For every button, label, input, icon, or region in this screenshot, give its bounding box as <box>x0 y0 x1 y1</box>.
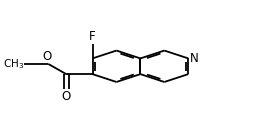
Text: CH$_3$: CH$_3$ <box>3 57 24 71</box>
Text: F: F <box>89 30 96 43</box>
Text: O: O <box>42 50 52 63</box>
Text: N: N <box>190 52 199 65</box>
Text: O: O <box>62 90 71 103</box>
